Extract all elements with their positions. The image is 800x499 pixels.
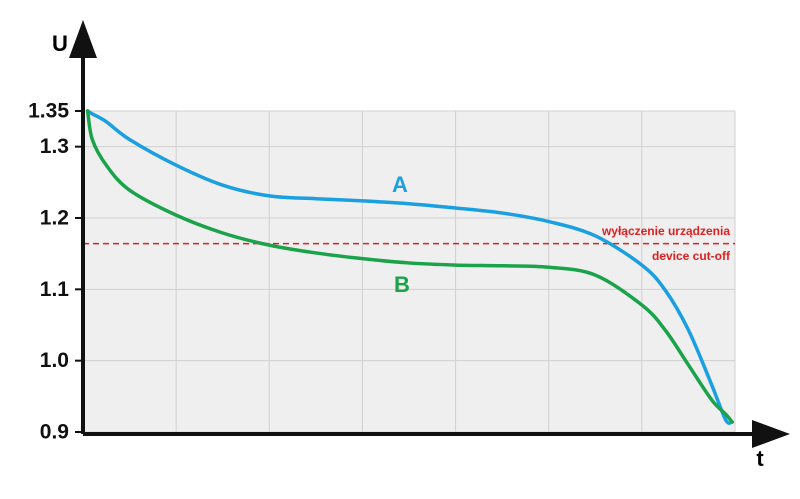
series-label: A: [392, 172, 408, 197]
y-tick-label: 1.1: [40, 278, 70, 301]
y-tick-label: 1.2: [40, 207, 69, 230]
cutoff-label: wyłączenie urządzenia: [601, 224, 730, 238]
y-tick-label: 1.0: [40, 349, 69, 372]
y-axis-label: U: [52, 31, 68, 56]
plot-area: [83, 111, 735, 432]
series-line: [85, 109, 734, 424]
cutoff-label: device cut-off: [652, 249, 731, 263]
series-label: B: [394, 272, 410, 297]
x-axis-arrow: [752, 420, 790, 448]
x-axis-label: t: [756, 446, 764, 471]
y-axis-arrow: [69, 20, 97, 58]
y-tick-label: 1.3: [40, 135, 69, 158]
series-line: [85, 109, 734, 425]
y-tick-label: 1.35: [28, 100, 69, 123]
y-tick-label: 0.9: [40, 421, 69, 444]
